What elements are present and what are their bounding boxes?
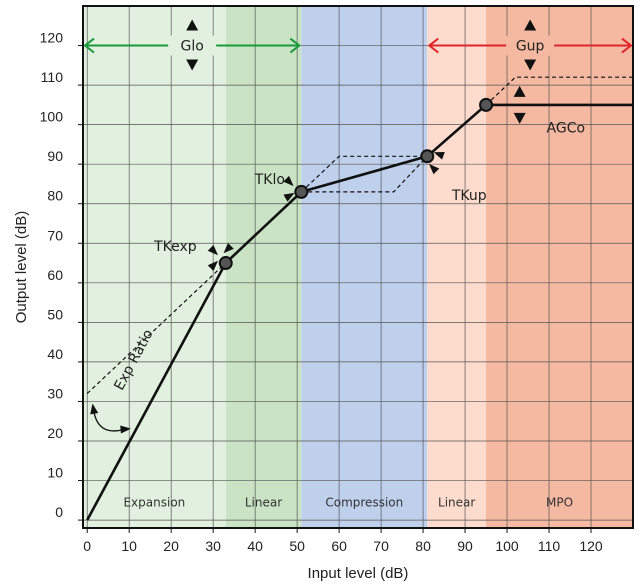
range-label: Glo — [181, 39, 204, 55]
tick-labels: 0 10 20 30 40 50 60 70 80 90 100 110 120 0 10 20 30 40 50 6… — [40, 30, 603, 554]
region-labels: Expansion Linear Compression Linear MPO — [123, 495, 573, 509]
y-tick-label: 90 — [47, 148, 63, 164]
x-tick-label: 60 — [331, 538, 347, 554]
y-tick-label: 100 — [40, 109, 64, 125]
region-band-1 — [225, 6, 302, 528]
y-tick-label: 80 — [47, 188, 63, 204]
x-tick-label: 120 — [579, 538, 603, 554]
y-tick-label: 110 — [41, 69, 64, 85]
range-down-triangle — [186, 59, 199, 71]
tklo-arrow — [283, 192, 295, 202]
agco-down-triangle — [513, 112, 526, 124]
y-axis-title: Output level (dB) — [13, 211, 30, 324]
tkexp-arrow — [223, 243, 234, 254]
x-tick-label: 40 — [247, 538, 263, 554]
reference-dashed-line-1 — [86, 262, 227, 394]
range-arrow-left — [427, 37, 439, 54]
tkup-arrow — [433, 151, 445, 160]
y-tick-label: 60 — [47, 267, 63, 283]
knee-point — [218, 256, 233, 271]
tkexp-arrow — [207, 260, 218, 272]
y-tick-label: 70 — [47, 227, 63, 243]
range-label-bg — [506, 35, 555, 56]
gridlines — [83, 6, 633, 528]
range-label: Gup — [516, 39, 545, 55]
x-tick-label: 80 — [415, 538, 431, 554]
io-curve-line — [86, 103, 633, 521]
x-tick-label: 100 — [495, 538, 519, 554]
y-tick-label: 50 — [47, 306, 63, 322]
region-label: Linear — [438, 495, 475, 509]
x-tick-label: 0 — [83, 538, 91, 554]
range-up-triangle — [186, 19, 199, 31]
range-arrow-left — [83, 37, 95, 54]
range-down-triangle — [524, 59, 537, 71]
gain-ranges: Glo Gup — [83, 19, 633, 71]
region-label: Expansion — [123, 495, 185, 509]
exp-ratio-arrowhead — [90, 403, 99, 415]
region-label: MPO — [546, 495, 573, 509]
x-tick-label: 110 — [538, 538, 561, 554]
region-band-3 — [427, 6, 487, 528]
x-tick-label: 10 — [121, 538, 137, 554]
knee-point — [479, 97, 494, 112]
region-band-0 — [83, 6, 226, 528]
tkexp-label: TKexp — [153, 239, 197, 255]
plot-frame — [82, 5, 634, 529]
range-up-triangle — [524, 19, 537, 31]
y-tick-label: 40 — [47, 346, 63, 362]
tklo-arrow — [283, 175, 294, 187]
y-tick-label: 120 — [40, 30, 64, 46]
reference-dashed-line-3 — [301, 155, 428, 193]
region-bands — [83, 6, 633, 528]
y-tick-label: 20 — [47, 425, 63, 441]
range-arrow-right — [289, 37, 301, 54]
y-tick-label: 0 — [55, 504, 63, 520]
tkup-arrow — [429, 164, 440, 175]
x-tick-label: 30 — [205, 538, 221, 554]
region-label: Compression — [325, 495, 403, 509]
x-tick-label: 70 — [373, 538, 389, 554]
io-series — [86, 76, 633, 521]
knee-point — [420, 149, 435, 164]
region-band-2 — [301, 6, 428, 528]
agco-up-triangle — [513, 85, 526, 97]
tklo-label: TKlo — [254, 172, 285, 188]
x-tick-label: 50 — [289, 538, 305, 554]
region-label: Linear — [245, 495, 282, 509]
reference-dashed-line-2 — [300, 155, 428, 193]
x-tick-label: 20 — [163, 538, 179, 554]
agco-label: AGCo — [547, 121, 586, 137]
tkup-label: TKup — [451, 188, 487, 204]
range-label-bg — [168, 35, 217, 56]
y-tick-label: 10 — [47, 465, 63, 481]
knee-point — [294, 184, 309, 199]
range-arrow-right — [621, 37, 633, 54]
x-tick-label: 90 — [457, 538, 473, 554]
x-axis-title: Input level (dB) — [308, 565, 409, 582]
exp-ratio-arrowhead — [120, 425, 131, 434]
tkexp-arrow — [207, 245, 218, 256]
knee-markers — [218, 97, 494, 271]
y-tick-label: 30 — [47, 385, 63, 401]
